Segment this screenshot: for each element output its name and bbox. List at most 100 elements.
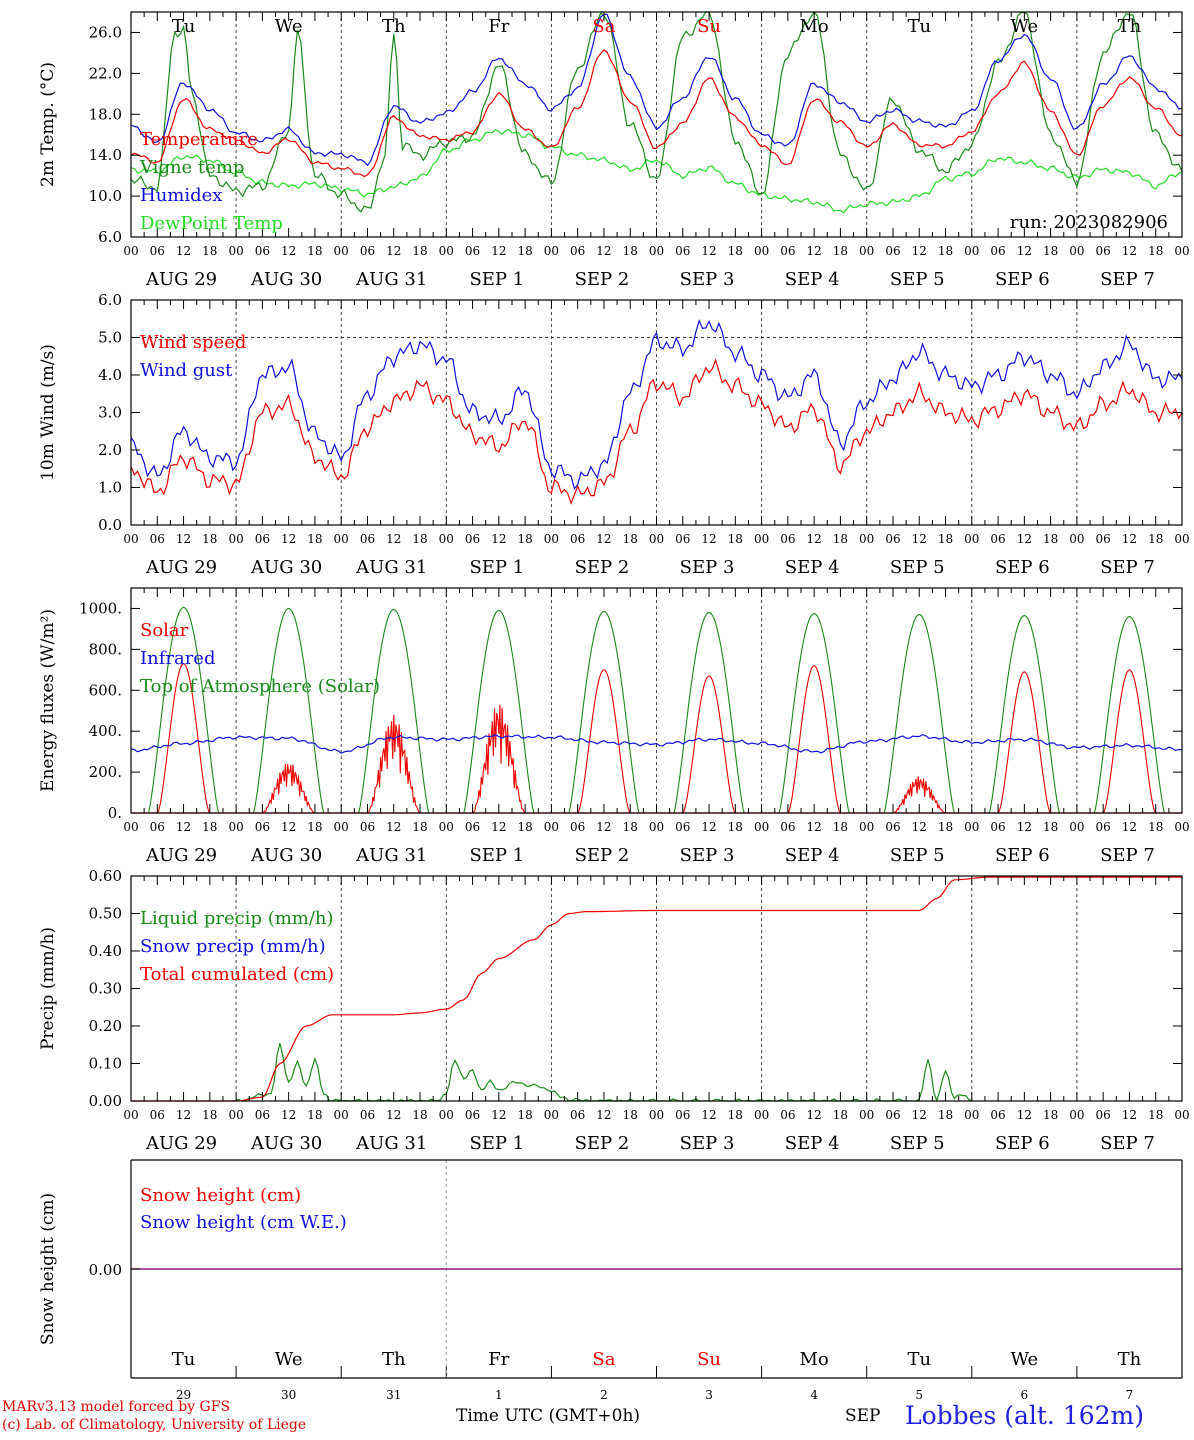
y-tick-label: 10.0 xyxy=(89,187,122,205)
toa-solar-arc xyxy=(988,615,1060,814)
toa-solar-arc xyxy=(1093,616,1166,814)
date-label: SEP 6 xyxy=(995,845,1050,866)
station-label: Lobbes (alt. 162m) xyxy=(905,1401,1145,1430)
hour-tick-label: 12 xyxy=(1122,1108,1137,1122)
weekday-label: Th xyxy=(382,16,406,37)
hour-tick-label: 00 xyxy=(334,1108,349,1122)
hour-tick-label: 18 xyxy=(307,820,322,834)
hour-tick-label: 06 xyxy=(570,1108,585,1122)
y-tick-label: 18.0 xyxy=(89,105,122,123)
solar-arc xyxy=(472,704,526,814)
hour-tick-label: 00 xyxy=(1174,244,1189,258)
hour-tick-label: 12 xyxy=(701,532,716,546)
date-label: SEP 5 xyxy=(890,845,945,866)
hour-tick-label: 12 xyxy=(281,820,296,834)
hour-tick-label: 18 xyxy=(1148,1108,1163,1122)
hour-tick-label: 12 xyxy=(281,1108,296,1122)
hour-tick-label: 06 xyxy=(990,532,1005,546)
hour-tick-label: 00 xyxy=(439,244,454,258)
hour-tick-label: 00 xyxy=(228,244,243,258)
y-tick-label: 2.0 xyxy=(98,441,122,459)
hour-tick-label: 00 xyxy=(649,532,664,546)
weekday-label: Tu xyxy=(907,16,931,37)
date-label: SEP 6 xyxy=(995,1133,1050,1154)
hour-tick-label: 18 xyxy=(1043,532,1058,546)
date-label: SEP 5 xyxy=(890,269,945,290)
hour-tick-label: 00 xyxy=(228,1108,243,1122)
hour-tick-label: 18 xyxy=(833,1108,848,1122)
meteogram-panels: 00 06 12 18 AUG 29 00 06 12 18 AUG 30 00 06 12 18 AUG … xyxy=(38,10,1190,1402)
date-label: SEP 1 xyxy=(469,557,524,578)
hour-tick-label: 06 xyxy=(675,1108,690,1122)
date-label: AUG 31 xyxy=(355,1133,427,1154)
y-tick-label: 0.40 xyxy=(89,942,122,960)
weekday-label: We xyxy=(275,1349,303,1370)
hour-tick-label: 06 xyxy=(360,532,375,546)
hour-tick-label: 06 xyxy=(885,532,900,546)
date-label: AUG 31 xyxy=(355,557,427,578)
hour-tick-label: 00 xyxy=(1069,820,1084,834)
date-label: SEP 1 xyxy=(469,1133,524,1154)
legend-entry: Wind gust xyxy=(140,360,233,381)
weekday-label: We xyxy=(1011,1349,1039,1370)
hour-tick-label: 12 xyxy=(281,244,296,258)
date-label: SEP 2 xyxy=(575,845,630,866)
hour-tick-label: 18 xyxy=(412,820,427,834)
legend-entry: Solar xyxy=(140,620,189,641)
y-tick-label: 6.0 xyxy=(98,291,122,309)
hour-tick-label: 18 xyxy=(202,1108,217,1122)
toa-solar-arc xyxy=(358,608,430,814)
weekday-label: Th xyxy=(1118,1349,1142,1370)
hour-tick-label: 12 xyxy=(281,532,296,546)
day-number-label: 31 xyxy=(386,1388,401,1402)
hour-tick-label: 00 xyxy=(228,532,243,546)
solar-arc xyxy=(892,776,946,814)
y-tick-label: 6.0 xyxy=(98,228,122,246)
date-label: SEP 3 xyxy=(680,1133,735,1154)
day-number-label: 2 xyxy=(600,1388,608,1402)
hour-tick-label: 00 xyxy=(859,532,874,546)
hour-tick-label: 00 xyxy=(1174,820,1189,834)
date-label: SEP 3 xyxy=(680,845,735,866)
toa-solar-arc xyxy=(673,611,745,814)
day-number-label: 7 xyxy=(1126,1388,1134,1402)
hour-tick-label: 06 xyxy=(465,820,480,834)
hour-tick-label: 12 xyxy=(1017,1108,1032,1122)
weekday-label: Sa xyxy=(592,1349,615,1370)
hour-tick-label: 12 xyxy=(596,532,611,546)
hour-tick-label: 12 xyxy=(807,244,822,258)
hour-tick-label: 12 xyxy=(596,820,611,834)
series-line-dewpoint-temp xyxy=(130,128,1183,214)
y-tick-label: 14.0 xyxy=(89,146,122,164)
hour-tick-label: 18 xyxy=(728,244,743,258)
hour-tick-label: 18 xyxy=(833,244,848,258)
date-label: SEP 6 xyxy=(995,557,1050,578)
hour-tick-label: 06 xyxy=(150,1108,165,1122)
hour-tick-label: 06 xyxy=(1096,532,1111,546)
y-tick-label: 400. xyxy=(89,722,122,740)
hour-tick-label: 06 xyxy=(675,244,690,258)
hour-tick-label: 18 xyxy=(938,1108,953,1122)
hour-tick-label: 06 xyxy=(1096,820,1111,834)
hour-tick-label: 00 xyxy=(964,1108,979,1122)
hour-tick-label: 18 xyxy=(412,1108,427,1122)
hour-tick-label: 06 xyxy=(780,532,795,546)
y-axis-label: 10m Wind (m/s) xyxy=(38,344,58,481)
date-label: AUG 29 xyxy=(145,845,217,866)
weekday-label: Th xyxy=(1118,16,1142,37)
hour-tick-label: 12 xyxy=(701,1108,716,1122)
solar-arc xyxy=(1102,669,1157,814)
date-label: SEP 7 xyxy=(1100,845,1155,866)
weekday-label: Su xyxy=(697,16,721,37)
hour-tick-label: 12 xyxy=(1017,244,1032,258)
hour-tick-label: 12 xyxy=(1017,532,1032,546)
date-label: SEP 7 xyxy=(1100,1133,1155,1154)
toa-solar-arc xyxy=(463,609,535,814)
solar-arc xyxy=(787,665,841,814)
date-label: SEP 1 xyxy=(469,845,524,866)
solar-arc xyxy=(367,714,421,814)
date-label: AUG 30 xyxy=(250,269,322,290)
hour-tick-label: 12 xyxy=(912,1108,927,1122)
hour-tick-label: 00 xyxy=(439,1108,454,1122)
toa-solar-arc xyxy=(883,614,955,814)
